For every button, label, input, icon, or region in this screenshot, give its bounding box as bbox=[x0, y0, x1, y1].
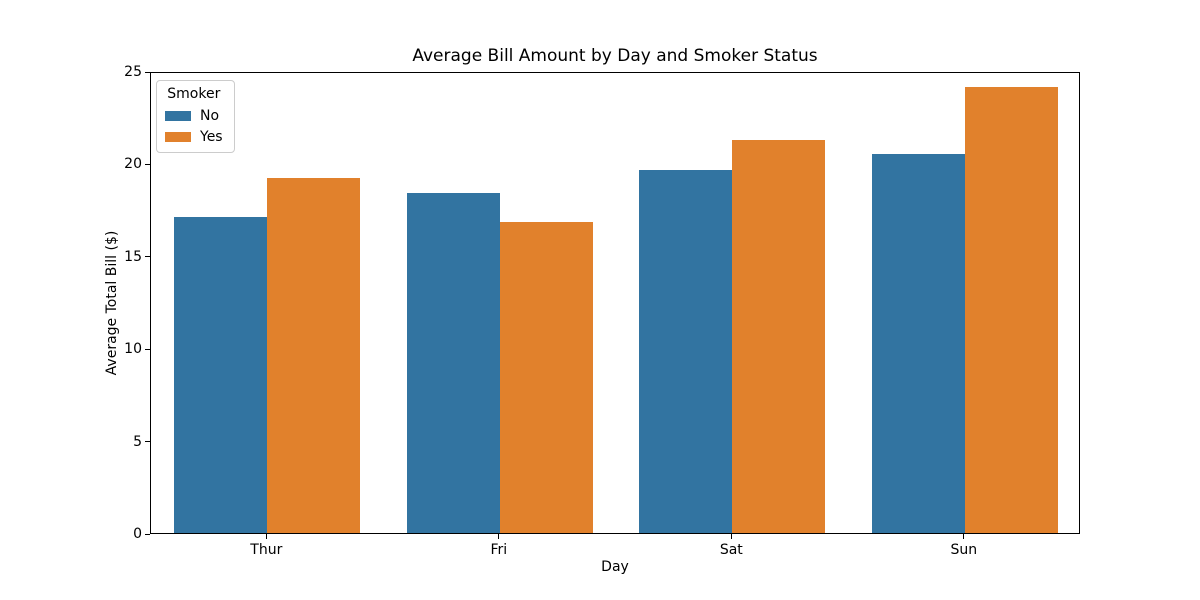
bar-sat-yes bbox=[732, 139, 826, 533]
bar-thur-yes bbox=[267, 178, 361, 533]
bar-fri-no bbox=[406, 192, 500, 533]
x-tick-label: Thur bbox=[250, 542, 283, 558]
bar-fri-yes bbox=[499, 222, 593, 533]
y-tick-label: 20 bbox=[124, 156, 142, 173]
x-tick-mark bbox=[265, 534, 267, 539]
y-axis-label: Average Total Bill ($) bbox=[104, 230, 120, 376]
y-tick-mark bbox=[145, 256, 150, 258]
bar-thur-no bbox=[174, 216, 268, 533]
legend-item-no: No bbox=[165, 108, 223, 124]
legend-swatch-no bbox=[165, 111, 191, 121]
plot-area bbox=[150, 72, 1080, 534]
y-tick-label: 15 bbox=[124, 248, 142, 265]
legend-item-yes: Yes bbox=[165, 129, 223, 145]
y-tick-mark bbox=[145, 71, 150, 73]
legend-label-yes: Yes bbox=[200, 129, 223, 145]
y-tick-mark bbox=[145, 348, 150, 350]
x-tick-mark bbox=[498, 534, 500, 539]
legend-label-no: No bbox=[200, 108, 220, 124]
legend-title: Smoker bbox=[167, 86, 221, 102]
x-tick-label: Fri bbox=[490, 542, 508, 558]
y-tick-label: 25 bbox=[124, 64, 142, 80]
y-tick-label: 0 bbox=[133, 526, 142, 542]
y-tick-mark bbox=[145, 533, 150, 535]
x-tick-label: Sun bbox=[950, 542, 978, 558]
x-tick-mark bbox=[730, 534, 732, 539]
legend: Smoker No Yes bbox=[156, 80, 235, 153]
x-tick-label: Sat bbox=[719, 542, 743, 558]
bar-sat-no bbox=[639, 169, 733, 533]
x-axis-label: Day bbox=[601, 559, 629, 575]
y-tick-mark bbox=[145, 163, 150, 165]
bar-sun-yes bbox=[964, 87, 1058, 533]
chart-title: Average Bill Amount by Day and Smoker St… bbox=[412, 46, 818, 66]
legend-swatch-yes bbox=[165, 132, 191, 142]
y-tick-label: 10 bbox=[124, 341, 142, 358]
y-tick-label: 5 bbox=[133, 433, 142, 450]
y-tick-mark bbox=[145, 441, 150, 443]
x-tick-mark bbox=[963, 534, 965, 539]
bar-sun-no bbox=[871, 154, 965, 533]
